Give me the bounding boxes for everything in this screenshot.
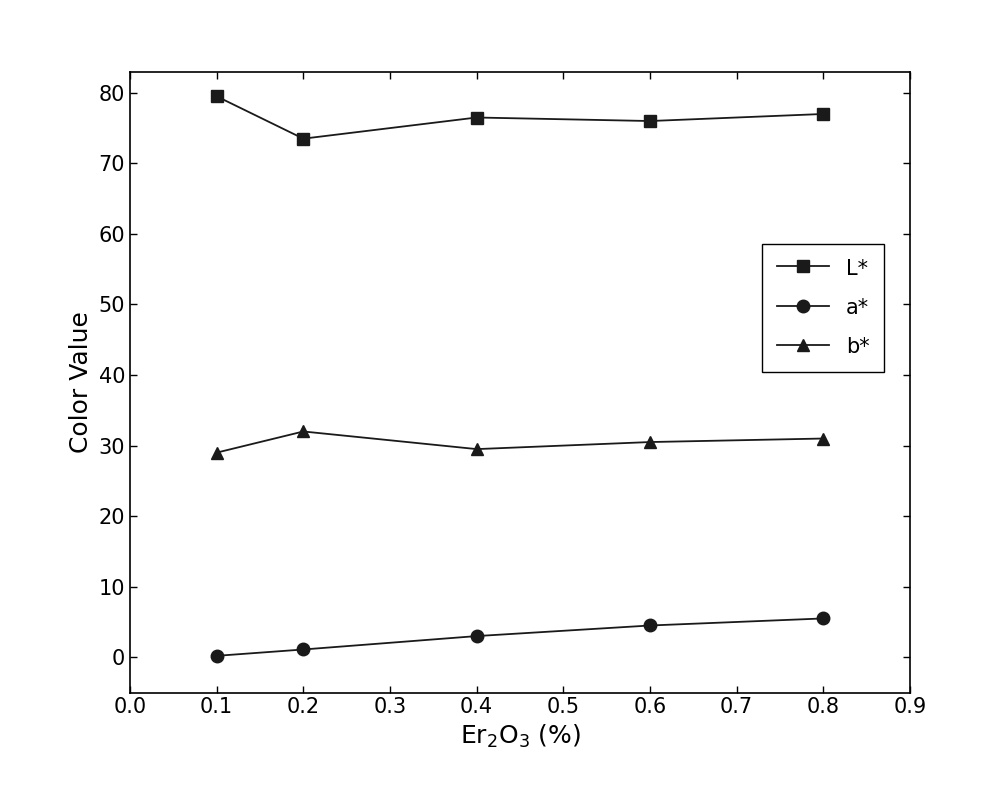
b* — [471, 444, 483, 454]
L* — [297, 134, 309, 143]
L* — [644, 116, 656, 126]
a* — [644, 621, 656, 630]
b* — [817, 434, 829, 443]
Line: a*: a* — [210, 612, 830, 662]
a* — [297, 645, 309, 654]
b* — [211, 448, 223, 458]
a* — [471, 631, 483, 641]
a* — [817, 614, 829, 623]
L* — [211, 92, 223, 101]
a* — [211, 651, 223, 661]
Line: b*: b* — [210, 425, 830, 458]
b* — [644, 437, 656, 447]
X-axis label: Er$_2$O$_3$ (%): Er$_2$O$_3$ (%) — [460, 723, 580, 750]
Line: L*: L* — [210, 90, 830, 145]
L* — [817, 109, 829, 119]
Legend: L*, a*, b*: L*, a*, b* — [762, 244, 884, 372]
Y-axis label: Color Value: Color Value — [69, 311, 93, 453]
b* — [297, 427, 309, 436]
L* — [471, 113, 483, 123]
